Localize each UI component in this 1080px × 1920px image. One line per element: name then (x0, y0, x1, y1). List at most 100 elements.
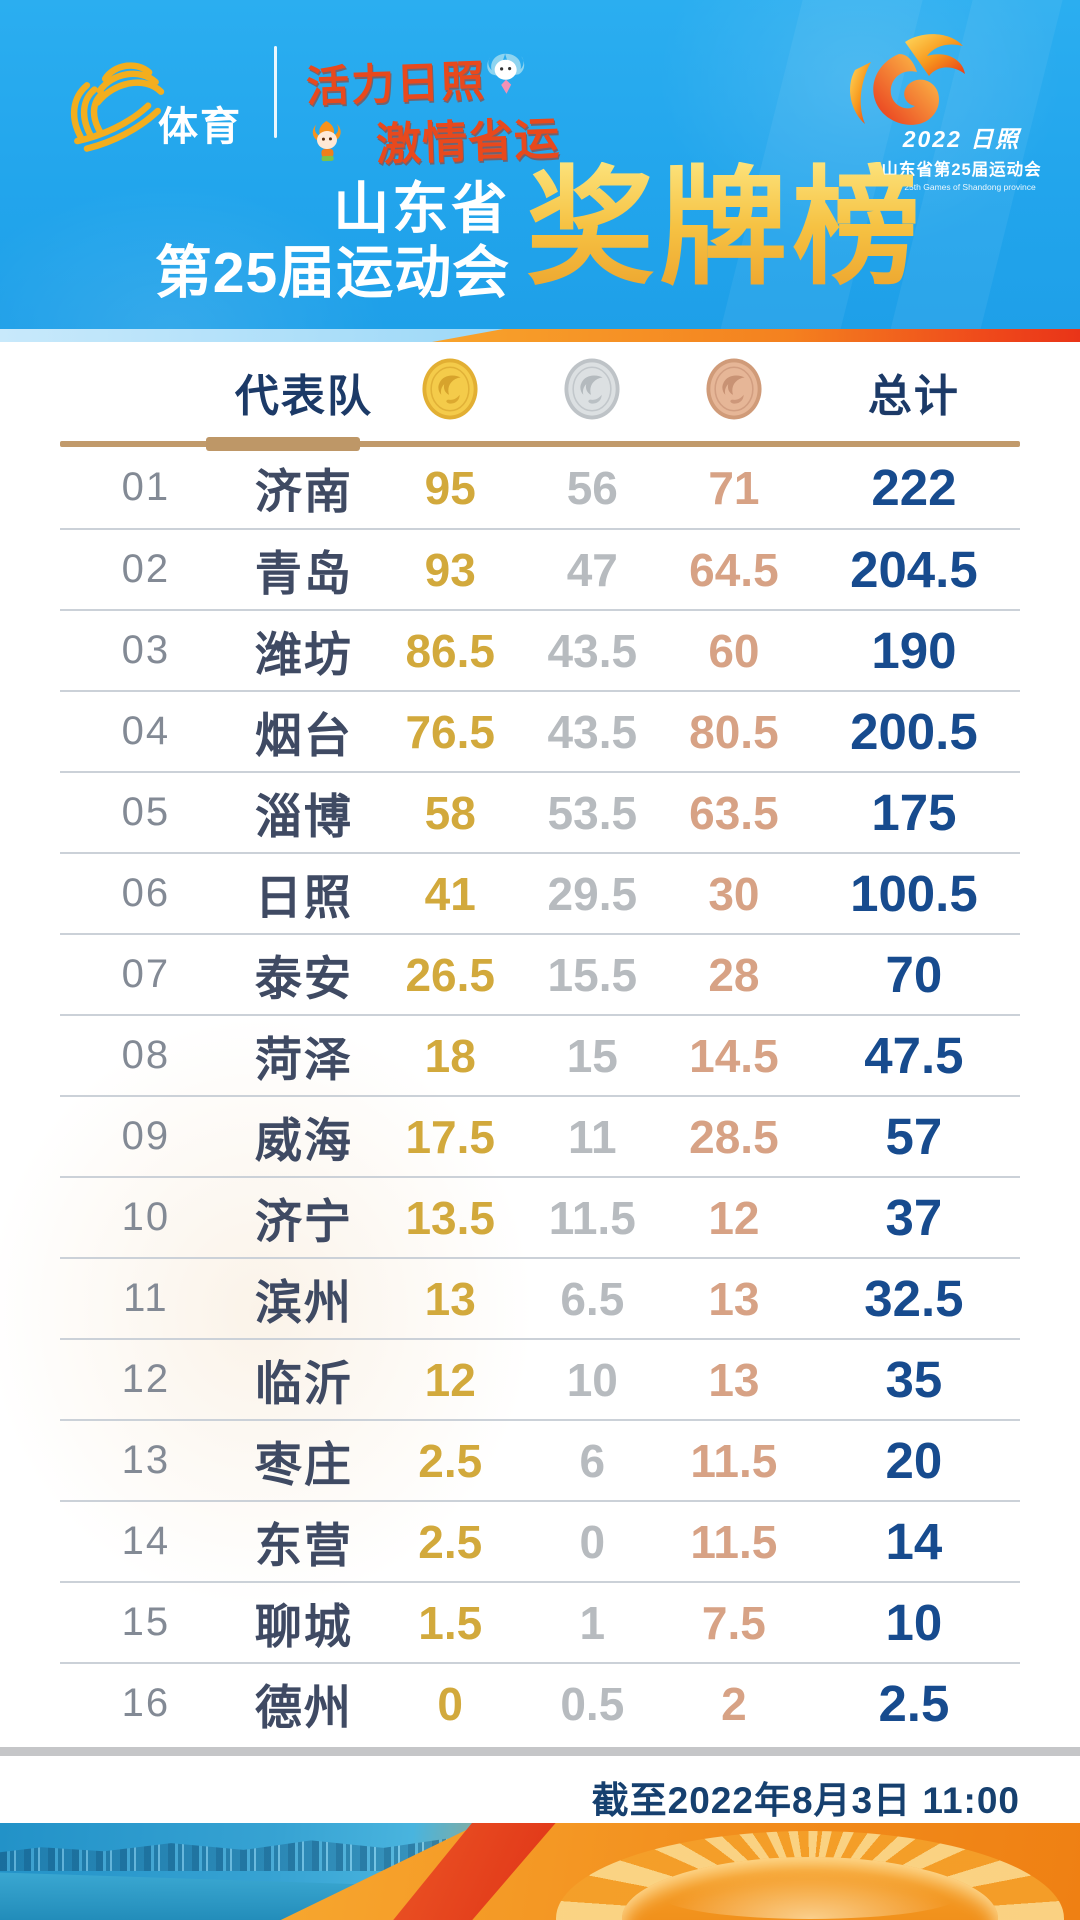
header-rule (60, 437, 1020, 451)
gold-count-cell: 12 (424, 1353, 476, 1406)
bronze-count-cell: 13 (708, 1353, 760, 1406)
team-cell: 烟台 (254, 709, 353, 762)
gold-count-cell: 17.5 (405, 1110, 495, 1163)
total-cell: 20 (885, 1432, 943, 1489)
total-cell: 32.5 (864, 1270, 964, 1327)
event-year-city: 2022 日照 (902, 126, 1021, 152)
gold-count-cell: 1.5 (418, 1596, 483, 1649)
event-name: 山东省第25届运动会 (881, 161, 1042, 179)
rank-cell: 13 (121, 1438, 171, 1482)
header-banner: 体育 活力日照 (0, 0, 1080, 342)
total-cell: 10 (885, 1594, 943, 1651)
team-cell: 泰安 (254, 952, 353, 1005)
bronze-count-cell: 28.5 (689, 1110, 779, 1163)
silver-count-cell: 56 (566, 461, 618, 514)
bronze-count-cell: 7.5 (701, 1596, 766, 1649)
total-cell: 70 (885, 946, 943, 1003)
gold-count-cell: 58 (424, 786, 476, 839)
rank-cell: 16 (121, 1681, 171, 1725)
silver-count-cell: 29.5 (547, 867, 638, 920)
event-name-en: The 25th Games of Shandong province (887, 182, 1036, 192)
silver-count-cell: 6 (579, 1434, 606, 1487)
total-cell: 204.5 (850, 541, 978, 598)
rank-cell: 10 (121, 1195, 171, 1239)
silver-count-cell: 15.5 (547, 948, 638, 1001)
brand-row: 体育 活力日照 (58, 34, 1064, 192)
silver-count-cell: 0 (579, 1515, 606, 1568)
total-cell: 47.5 (864, 1027, 964, 1084)
gold-count-cell: 0 (437, 1677, 464, 1730)
gold-medal-icon (421, 357, 479, 426)
bronze-count-cell: 30 (708, 867, 760, 920)
bronze-count-cell: 28 (708, 948, 760, 1001)
flame-15-phoenix-icon (835, 32, 995, 145)
title-row: 山东省 第25届运动会 奖牌榜 (0, 161, 1080, 306)
event-logo-text: 2022 日照 山东省第25届运动会 The 25th Games of Sha… (859, 120, 1064, 192)
silver-count-cell: 43.5 (547, 705, 638, 758)
event-logo: 2022 日照 山东省第25届运动会 The 25th Games of Sha… (829, 34, 1064, 192)
gold-count-cell: 93 (424, 543, 476, 596)
silver-count-cell: 1 (579, 1596, 606, 1649)
title-line2: 第25届运动会 (154, 240, 511, 305)
table-body: 01 济南 95 56 71 222 02 青岛 93 47 64.5 204.… (60, 447, 1020, 1743)
table-row: 07 泰安 26.5 15.5 28 70 (60, 933, 1020, 1014)
silver-count-cell: 10 (566, 1353, 618, 1406)
rank-cell: 06 (121, 871, 171, 915)
team-column-header: 代表队 (234, 371, 373, 421)
blue-mascot-icon (485, 51, 527, 103)
header-rule-accent (205, 437, 360, 451)
bronze-count-cell: 71 (708, 461, 760, 514)
table-row: 09 威海 17.5 11 28.5 57 (60, 1095, 1020, 1176)
rank-cell: 09 (121, 1114, 171, 1158)
gold-count-cell: 76.5 (405, 705, 495, 758)
gold-count-cell: 13.5 (405, 1191, 495, 1244)
team-cell: 菏泽 (254, 1033, 353, 1086)
gold-count-cell: 86.5 (405, 624, 495, 677)
slogan-block: 活力日照 (305, 43, 579, 175)
rank-cell: 05 (121, 790, 171, 834)
rank-cell: 11 (123, 1276, 169, 1320)
bronze-count-cell: 64.5 (689, 543, 779, 596)
bronze-count-cell: 11.5 (690, 1434, 778, 1487)
table-row: 11 滨州 13 6.5 13 32.5 (60, 1257, 1020, 1338)
team-cell: 临沂 (254, 1357, 353, 1410)
team-cell: 济宁 (254, 1195, 353, 1248)
table-row: 15 聊城 1.5 1 7.5 10 (60, 1581, 1020, 1662)
silver-count-cell: 53.5 (547, 786, 638, 839)
total-cell: 35 (885, 1351, 943, 1408)
rank-cell: 14 (121, 1519, 171, 1563)
table-row: 01 济南 95 56 71 222 (60, 447, 1020, 528)
total-cell: 57 (885, 1108, 943, 1165)
total-cell: 2.5 (878, 1675, 950, 1732)
bronze-count-cell: 12 (708, 1191, 760, 1244)
total-cell: 175 (871, 784, 957, 841)
team-cell: 东营 (254, 1519, 353, 1572)
bronze-medal-icon (705, 357, 763, 426)
bronze-count-cell: 14.5 (689, 1029, 779, 1082)
total-cell: 200.5 (850, 703, 978, 760)
stadium-highlight (657, 1869, 963, 1919)
stadium-graphic (556, 1831, 1064, 1920)
total-cell: 222 (871, 459, 957, 516)
header-bottom-strip-orange (432, 329, 1080, 342)
team-cell: 济南 (254, 465, 353, 518)
title-lines: 山东省 第25届运动会 (154, 177, 511, 306)
team-cell: 滨州 (254, 1276, 353, 1329)
bronze-count-cell: 13 (708, 1272, 760, 1325)
rank-cell: 08 (121, 1033, 171, 1077)
total-cell: 100.5 (850, 865, 978, 922)
footer-photo-strip (0, 1823, 1080, 1920)
rank-cell: 15 (121, 1600, 171, 1644)
bronze-count-cell: 60 (708, 624, 760, 677)
silver-count-cell: 43.5 (547, 624, 638, 677)
table-row: 08 菏泽 18 15 14.5 47.5 (60, 1014, 1020, 1095)
table-bottom-rule (0, 1747, 1080, 1756)
team-cell: 青岛 (254, 547, 353, 600)
rank-cell: 12 (121, 1357, 171, 1401)
team-cell: 日照 (254, 871, 353, 924)
station-logo-label: 体育 (158, 105, 242, 149)
as-of-timestamp: 截至2022年8月3日 11:00 (591, 1780, 1020, 1821)
table-row: 05 淄博 58 53.5 63.5 175 (60, 771, 1020, 852)
gold-count-cell: 13 (424, 1272, 476, 1325)
